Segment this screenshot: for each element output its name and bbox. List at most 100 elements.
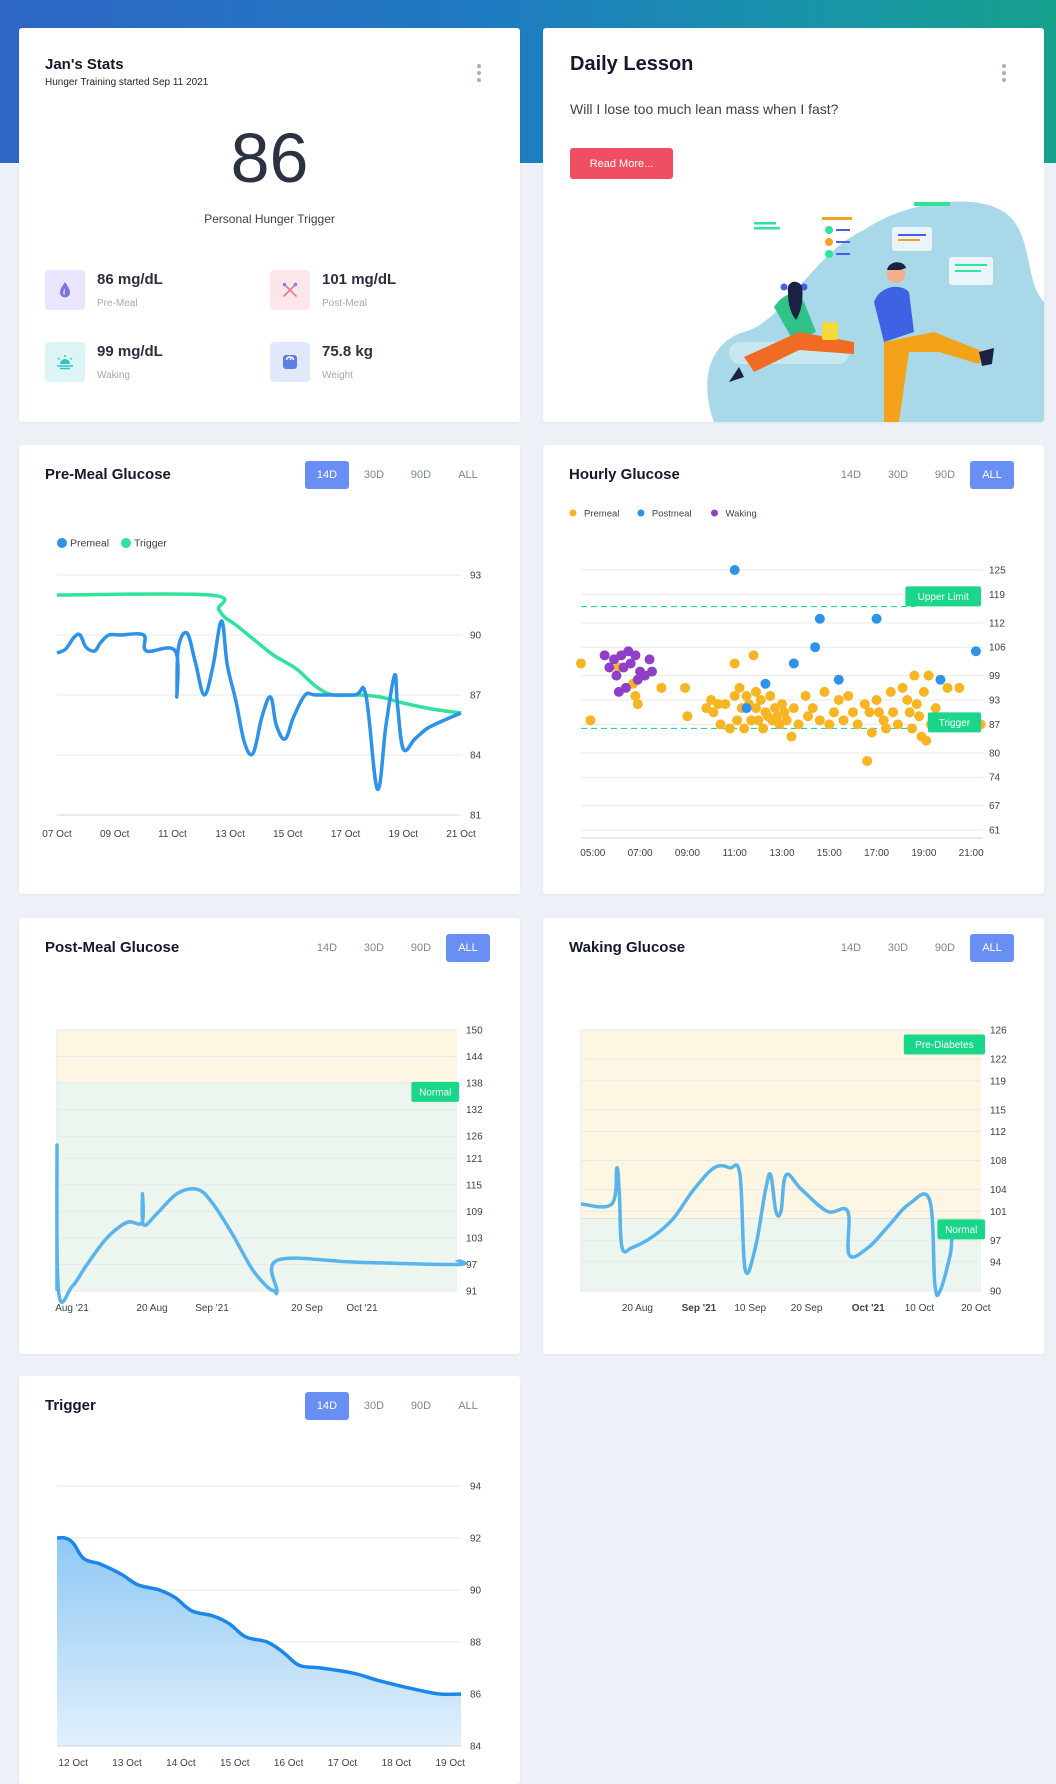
hunger-trigger-value: 86 [230, 119, 309, 197]
scatter-point-premeal [814, 715, 825, 726]
premeal-label: Pre-Meal [97, 298, 138, 309]
more-options-icon[interactable] [1002, 64, 1006, 85]
x-tick-label: 05:00 [580, 848, 605, 859]
scatter-point-premeal [781, 715, 792, 726]
range-14d-button[interactable]: 14D [305, 1392, 349, 1420]
scatter-point-waking [646, 666, 657, 677]
y-tick-label: 81 [470, 811, 482, 822]
scatter-point-waking [644, 654, 655, 665]
scatter-point-premeal [779, 707, 790, 718]
range-14d-button[interactable]: 14D [316, 942, 338, 954]
range-all-button[interactable]: ALL [458, 469, 478, 481]
scatter-point-premeal [777, 699, 787, 710]
more-options-icon[interactable] [477, 64, 481, 85]
range-all-button[interactable]: ALL [446, 934, 490, 962]
x-tick-label: 19 Oct [389, 829, 419, 840]
scatter-point-premeal [866, 727, 877, 738]
y-tick-label: 132 [466, 1105, 483, 1116]
y-tick-label: 126 [990, 1026, 1007, 1037]
y-tick-label: 87 [989, 720, 1001, 731]
legend-marker [57, 538, 67, 548]
scatter-point-premeal [786, 731, 797, 742]
read-more-button[interactable]: Read More... [570, 148, 673, 179]
utensils-icon [270, 270, 310, 310]
x-tick-label: Oct '21 [346, 1303, 378, 1314]
waking-chart: 90 94 97 101 104 108 112 115 119 122 126 20 Aug Sep … [580, 1026, 1007, 1314]
y-tick-label: 88 [470, 1638, 482, 1649]
scatter-point-premeal [930, 703, 941, 714]
range-all-button[interactable]: ALL [970, 934, 1014, 962]
range-90d-button[interactable]: 90D [410, 942, 432, 954]
y-tick-label: 84 [470, 751, 482, 762]
scatter-point-premeal [829, 707, 840, 718]
upper-limit-tag-label: Upper Limit [918, 592, 969, 603]
x-tick-label: 17 Oct [331, 829, 361, 840]
scatter-point-waking [613, 686, 624, 697]
y-tick-label: 90 [990, 1287, 1002, 1298]
range-90d-button[interactable]: 90D [934, 942, 956, 954]
y-tick-label: 125 [989, 566, 1006, 577]
y-tick-label: 150 [466, 1026, 483, 1037]
range-band [581, 1218, 981, 1291]
y-tick-label: 80 [989, 748, 1001, 759]
daily-lesson-card: Daily Lesson Will I lose too much lean m… [543, 28, 1044, 422]
scatter-point-premeal [871, 695, 882, 705]
range-30d-button[interactable]: 30D [363, 469, 385, 481]
range-30d-button[interactable]: 30D [363, 1400, 385, 1412]
postmeal-value: 101 mg/dL [322, 271, 397, 288]
scatter-point-premeal [923, 670, 934, 681]
legend-label: Waking [726, 509, 757, 520]
range-band [57, 1083, 457, 1291]
range-all-button[interactable]: ALL [970, 461, 1014, 489]
scatter-point-postmeal [729, 565, 740, 575]
scatter-point-postmeal [760, 678, 771, 689]
scatter-point-premeal [807, 703, 818, 714]
series-line [55, 1143, 467, 1304]
range-30d-button[interactable]: 30D [887, 469, 909, 481]
range-14d-button[interactable]: 14D [305, 461, 349, 489]
scatter-point-premeal [630, 690, 641, 701]
x-tick-label: 15:00 [817, 848, 842, 859]
scatter-point-premeal [746, 715, 757, 726]
scatter-point-premeal [897, 682, 908, 693]
scatter-point-premeal [765, 690, 776, 701]
scale-icon [270, 342, 310, 382]
x-tick-label: 11 Oct [158, 829, 187, 840]
trigger-card: Trigger 14D 30D 90D ALL 84 86 88 90 92 94 12 O… [19, 1376, 520, 1784]
scatter-point-premeal [576, 658, 586, 669]
y-tick-label: 119 [989, 590, 1005, 601]
range-90d-button[interactable]: 90D [410, 469, 432, 481]
scatter-point-postmeal [935, 674, 946, 685]
range-14d-button[interactable]: 14D [840, 942, 862, 954]
scatter-point-premeal [755, 695, 766, 705]
scatter-point-premeal [739, 723, 750, 734]
scatter-point-premeal [720, 699, 731, 710]
y-tick-label: 101 [990, 1207, 1007, 1218]
scatter-point-premeal [873, 707, 884, 718]
scatter-point-premeal [909, 670, 920, 681]
y-tick-label: 126 [466, 1132, 483, 1143]
trigger-chart-title: Trigger [45, 1397, 96, 1414]
scatter-point-premeal [680, 682, 691, 693]
y-tick-label: 115 [466, 1180, 482, 1191]
lesson-title: Daily Lesson [570, 53, 694, 75]
y-tick-label: 74 [989, 773, 1001, 784]
range-30d-button[interactable]: 30D [887, 942, 909, 954]
scatter-point-premeal [741, 690, 752, 701]
range-90d-button[interactable]: 90D [410, 1400, 432, 1412]
weight-value: 75.8 kg [322, 343, 373, 360]
weight-label: Weight [322, 370, 353, 381]
y-tick-label: 87 [470, 691, 482, 702]
y-tick-label: 86 [470, 1690, 482, 1701]
range-14d-button[interactable]: 14D [840, 469, 862, 481]
scatter-point-premeal [803, 711, 814, 722]
y-tick-label: 97 [466, 1260, 478, 1271]
normal-tag-label: Normal [419, 1087, 451, 1098]
range-90d-button[interactable]: 90D [934, 469, 956, 481]
scatter-point-premeal [819, 686, 830, 697]
x-tick-label: 09:00 [675, 848, 700, 859]
range-all-button[interactable]: ALL [458, 1400, 478, 1412]
range-30d-button[interactable]: 30D [363, 942, 385, 954]
y-tick-label: 104 [990, 1185, 1007, 1196]
x-tick-label: 13 Oct [112, 1758, 142, 1769]
